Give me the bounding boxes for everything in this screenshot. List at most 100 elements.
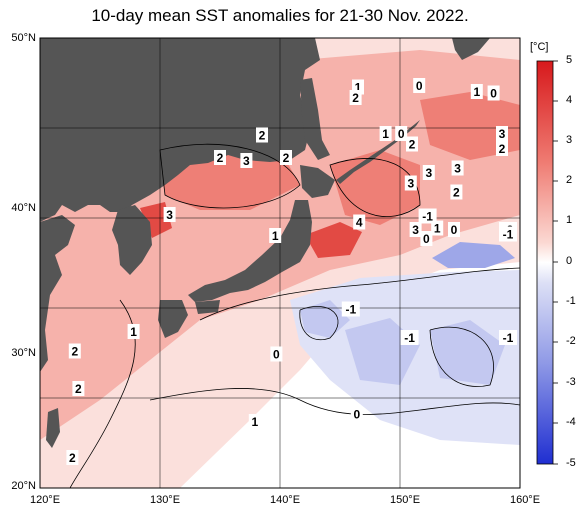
contour-label: 1 [251, 415, 258, 429]
contour-label: 1 [272, 229, 279, 243]
contour-label-bg [395, 126, 408, 141]
contour-label: 3 [166, 208, 173, 222]
contour-label: 1 [434, 222, 441, 236]
china-coast [40, 215, 75, 372]
contour-label: 0 [490, 87, 497, 101]
contour-label-bg [214, 150, 226, 165]
colorbar-ticks [553, 60, 558, 465]
contour-label-bg [448, 222, 460, 237]
colorbar-unit: [°C] [530, 41, 549, 53]
contour-label: 0 [353, 408, 360, 422]
kyushu [158, 300, 188, 338]
contour-label-bg [270, 346, 283, 362]
contour-label: 3 [499, 127, 506, 141]
colorbar-label: 5 [566, 54, 573, 66]
contour-label-bg [496, 141, 508, 156]
contour-label: 0 [416, 79, 423, 93]
contour-label-bg [66, 450, 79, 465]
contour-label-bg [499, 226, 517, 242]
contour-label-bg [487, 85, 500, 101]
contour-label: 0 [451, 223, 458, 237]
contour-label: 2 [69, 451, 76, 465]
lat-label-30n: 30°N [11, 347, 36, 359]
colorbar-label: -5 [566, 457, 576, 469]
contour-label: 1 [130, 325, 137, 339]
contour-label: 2 [499, 142, 506, 156]
contour-label-bg [280, 150, 292, 165]
contour-label-bg [420, 231, 433, 246]
contour-label-bg [127, 324, 140, 339]
kamchatka [452, 38, 490, 60]
contour-label-bg [379, 126, 392, 141]
contour-label-bg [349, 90, 362, 105]
contour-label: 3 [243, 154, 250, 168]
contour-label-bg [431, 220, 444, 236]
contour-label: 0 [398, 127, 405, 141]
contour-label-bg [256, 127, 268, 143]
map-frame [39, 37, 521, 489]
cool-anomaly-patch-1 [300, 300, 350, 338]
contour-label: -1 [422, 210, 433, 224]
colorbar-label: 1 [566, 214, 573, 226]
contour-label: 2 [75, 382, 82, 396]
contour-label-bg [269, 228, 282, 243]
lon-label-120e: 120°E [29, 494, 61, 506]
contour-label: -1 [345, 303, 356, 317]
colorbar-label: -2 [566, 335, 576, 347]
contour-label-bg [404, 175, 417, 191]
contour-label-bg [422, 165, 435, 180]
contour-label: 2 [71, 345, 78, 359]
map-title: 10-day mean SST anomalies for 21-30 Nov.… [91, 6, 469, 25]
colorbar-label: 2 [566, 174, 573, 186]
colorbar-label: 4 [566, 94, 573, 106]
lat-label-40n: 40°N [11, 202, 36, 214]
contour-label: 1 [355, 81, 362, 95]
lat-label-20n: 20°N [11, 480, 36, 492]
contour-label: 3 [425, 166, 432, 180]
contour-label: 2 [352, 91, 359, 105]
colorbar [536, 60, 554, 465]
contour-label-bg [496, 126, 508, 141]
contour-label: 3 [454, 162, 461, 176]
contour-label: 0 [423, 232, 430, 246]
colorbar-label: -4 [566, 416, 576, 428]
contour-label-bg [409, 222, 422, 237]
contour-label-bg [163, 207, 176, 222]
contour-label: 2 [217, 151, 224, 165]
contour-label-bg [413, 78, 426, 93]
strong-warm-anomaly-sanriku [305, 222, 362, 258]
hokkaido [300, 165, 335, 198]
korean-peninsula [112, 205, 152, 275]
taiwan [46, 408, 60, 448]
contour-label-bg [68, 343, 81, 359]
lon-label-160e: 160°E [509, 494, 541, 506]
contour-label-bg [72, 381, 85, 396]
contour-label-bg [499, 330, 517, 345]
contour-label: 3 [412, 223, 419, 237]
shikoku [195, 300, 220, 314]
contour-label-bg [418, 208, 437, 224]
contour-label-bg [248, 414, 261, 429]
kuril-islands [336, 120, 420, 184]
contour-label-bg [400, 330, 419, 345]
contour-label: 0 [273, 348, 280, 362]
sakhalin [300, 78, 330, 160]
contour-label-bg [240, 153, 253, 168]
contour-label-layer: 1201021023223233323-143010-2-11-11-1-120… [66, 78, 517, 465]
contour-label: 1 [473, 85, 480, 99]
honshu [188, 200, 312, 302]
contour-label: -1 [503, 228, 514, 242]
lat-label-50n: 50°N [11, 32, 36, 44]
contour-label-bg [406, 136, 418, 152]
contour-label-bg [341, 301, 360, 317]
contour-label: 2 [259, 129, 266, 143]
colorbar-label: -1 [566, 295, 576, 307]
contour-label: 2 [409, 138, 416, 152]
warm-anomaly-north [420, 92, 520, 160]
graticule [40, 38, 520, 488]
contour-label: 2 [283, 151, 290, 165]
colorbar-label: 0 [566, 255, 573, 267]
colorbar-label: -3 [566, 376, 576, 388]
contour-label-bg [350, 406, 363, 422]
